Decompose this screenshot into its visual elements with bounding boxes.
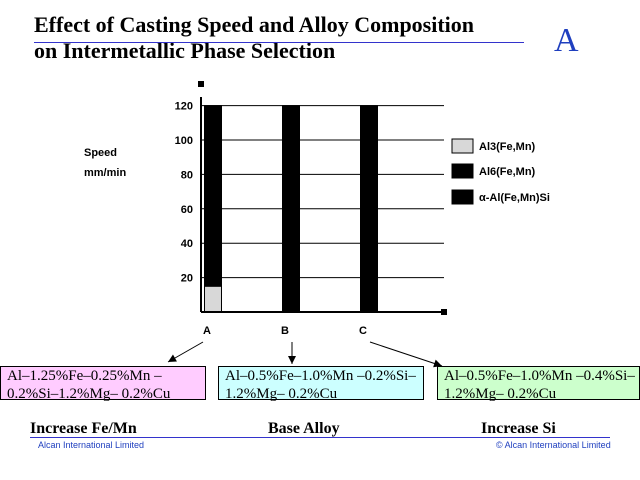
bar-A-series-0: [204, 285, 222, 313]
legend-swatch: [451, 138, 474, 154]
footer-divider: [30, 437, 610, 438]
x-category-label: C: [359, 325, 367, 337]
alloy-composition: Al–0.5%Fe–1.0%Mn –0.4%Si–1.2%Mg– 0.2%Cu: [444, 368, 635, 402]
title-divider: [34, 42, 524, 43]
caption-base-alloy: Base Alloy: [268, 420, 340, 437]
alloy-box-increase-si: Al–0.5%Fe–1.0%Mn –0.4%Si–1.2%Mg– 0.2%Cu: [437, 366, 640, 402]
slide-letter: A: [554, 22, 579, 59]
pointer-arrowhead: [288, 356, 296, 364]
y-tick-label: 80: [181, 169, 193, 181]
pointer-arrowhead: [168, 354, 177, 362]
x-category-label: B: [281, 325, 289, 337]
legend-label: α-Al(Fe,Mn)Si: [479, 192, 550, 204]
legend-swatch: [451, 163, 474, 179]
y-axis-end-marker: [198, 81, 204, 87]
x-category-label: A: [203, 325, 211, 337]
pointer-arrowhead: [433, 359, 442, 368]
legend-swatch: [451, 189, 474, 205]
legend-label: Al6(Fe,Mn): [479, 166, 536, 178]
y-tick-label: 40: [181, 238, 193, 250]
alloy-composition: Al–1.25%Fe–0.25%Mn –0.2%Si–1.2%Mg– 0.2%C…: [7, 368, 171, 402]
pointer-arrow-line: [369, 341, 443, 367]
alloy-box-base: Al–0.5%Fe–1.0%Mn –0.2%Si–1.2%Mg– 0.2%Cu: [218, 366, 424, 402]
y-axis-label-line-2: mm/min: [84, 167, 126, 179]
x-axis-end-marker: [441, 309, 447, 315]
y-axis-label-line-1: Speed: [84, 147, 117, 159]
legend-label: Al3(Fe,Mn): [479, 141, 536, 153]
y-tick-label: 100: [175, 135, 193, 147]
title-line-1: Effect of Casting Speed and Alloy Compos…: [34, 12, 475, 37]
y-tick-label: 60: [181, 204, 193, 216]
y-tick-label: 120: [175, 101, 193, 113]
alloy-box-increase-fe-mn: Al–1.25%Fe–0.25%Mn –0.2%Si–1.2%Mg– 0.2%C…: [0, 366, 206, 402]
alloy-composition: Al–0.5%Fe–1.0%Mn –0.2%Si–1.2%Mg– 0.2%Cu: [225, 368, 416, 402]
y-tick-label: 20: [181, 273, 193, 285]
footer-copyright: © Alcan International Limited: [496, 440, 611, 450]
bar-A-series-1: [204, 105, 222, 287]
footer-left: Alcan International Limited: [38, 440, 145, 450]
bar-B-series-1: [282, 105, 300, 313]
bar-C-series-1: [360, 105, 378, 313]
caption-increase-fe-mn: Increase Fe/Mn: [30, 420, 137, 437]
caption-increase-si: Increase Si: [481, 420, 556, 437]
